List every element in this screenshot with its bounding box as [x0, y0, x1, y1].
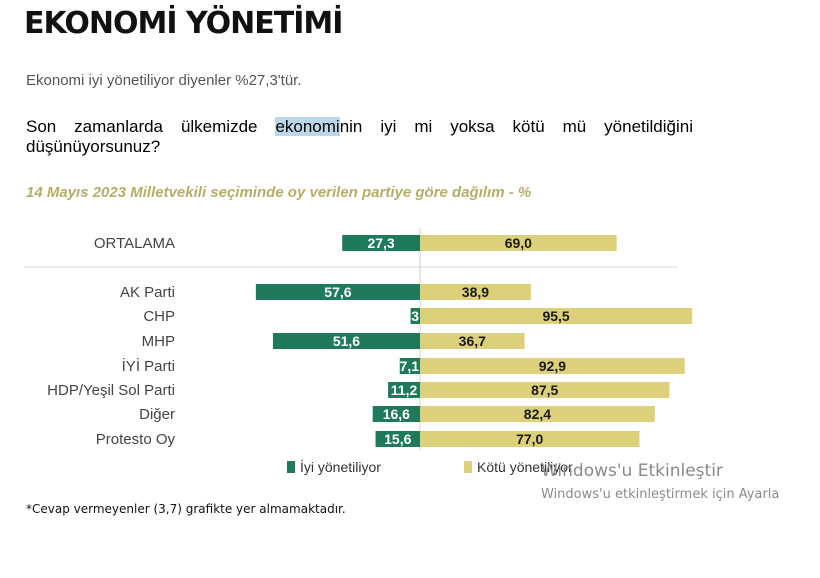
bar-iyi	[272, 333, 420, 349]
value-label-iyi: 11,2	[391, 382, 418, 398]
value-label-kotu: 77,0	[516, 431, 543, 447]
legend-label-iyi: İyi yönetiliyor	[300, 458, 381, 475]
question-text-start: Son zamanlarda ülkemizde	[26, 117, 276, 136]
bar-kotu	[420, 284, 531, 300]
page-title: EKONOMİ YÖNETİMİ	[24, 6, 343, 41]
category-label: Diğer	[139, 406, 175, 423]
value-label-iyi: 27,3	[367, 235, 394, 251]
page-subtitle: Ekonomi iyi yönetiliyor diyenler %27,3't…	[26, 72, 302, 89]
category-label: MHP	[142, 333, 175, 350]
value-label-kotu: 38,9	[462, 284, 489, 300]
bar-kotu	[420, 431, 640, 447]
survey-question: Son zamanlarda ülkemizde ekonominin iyi …	[26, 117, 693, 157]
value-label-iyi: 16,6	[383, 406, 410, 422]
question-text-end: nin iyi mi yoksa kötü mü yönetildiğini d…	[26, 117, 694, 156]
bar-kotu	[420, 358, 685, 374]
legend-swatch-kotu	[464, 461, 472, 473]
category-label: CHP	[143, 308, 175, 325]
value-label-kotu: 69,0	[505, 235, 532, 251]
bar-iyi	[375, 431, 420, 447]
value-label-kotu: 92,9	[539, 358, 566, 374]
bar-kotu	[420, 235, 617, 251]
bar-kotu	[420, 308, 693, 324]
category-label: İYİ Parti	[122, 357, 175, 375]
legend-label-kotu: Kötü yönetiliyor	[477, 459, 573, 475]
legend-swatch-iyi	[287, 461, 295, 473]
chart-title: 14 Mayıs 2023 Milletvekili seçiminde oy …	[26, 184, 532, 201]
value-label-iyi: 3,3	[400, 308, 420, 324]
bar-kotu	[420, 333, 525, 349]
watermark-title: Windows'u Etkinleştir	[541, 461, 723, 481]
category-label: HDP/Yeşil Sol Parti	[47, 382, 175, 399]
value-label-kotu: 87,5	[531, 382, 558, 398]
bar-iyi	[342, 235, 420, 251]
category-label: AK Parti	[120, 284, 175, 301]
value-label-kotu: 36,7	[459, 333, 486, 349]
bar-kotu	[420, 382, 670, 398]
bar-kotu	[420, 406, 655, 422]
bar-iyi	[255, 284, 420, 300]
bar-iyi	[372, 406, 420, 422]
value-label-iyi: 57,6	[324, 284, 351, 300]
value-label-kotu: 82,4	[524, 406, 551, 422]
value-label-kotu: 95,5	[542, 308, 569, 324]
value-label-iyi: 15,6	[384, 431, 411, 447]
bar-iyi	[399, 358, 420, 374]
category-label: Protesto Oy	[96, 431, 176, 448]
bar-iyi	[410, 308, 420, 324]
value-label-iyi: 7,1	[400, 358, 420, 374]
activation-watermark: Windows'u Etkinleştir Windows'u etkinleş…	[541, 461, 779, 502]
category-label: ORTALAMA	[94, 235, 175, 252]
bar-iyi	[388, 382, 420, 398]
diverging-bar-chart: ORTALAMA 27,3 69,0 AK Parti 57,6 38,9 CHP 3,3 95…	[24, 228, 693, 475]
watermark-subtitle: Windows'u etkinleştirmek için Ayarla	[541, 487, 780, 502]
question-highlight: ekonomi	[275, 117, 340, 136]
footnote: *Cevap vermeyenler (3,7) grafikte yer al…	[26, 502, 346, 516]
value-label-iyi: 51,6	[333, 333, 360, 349]
